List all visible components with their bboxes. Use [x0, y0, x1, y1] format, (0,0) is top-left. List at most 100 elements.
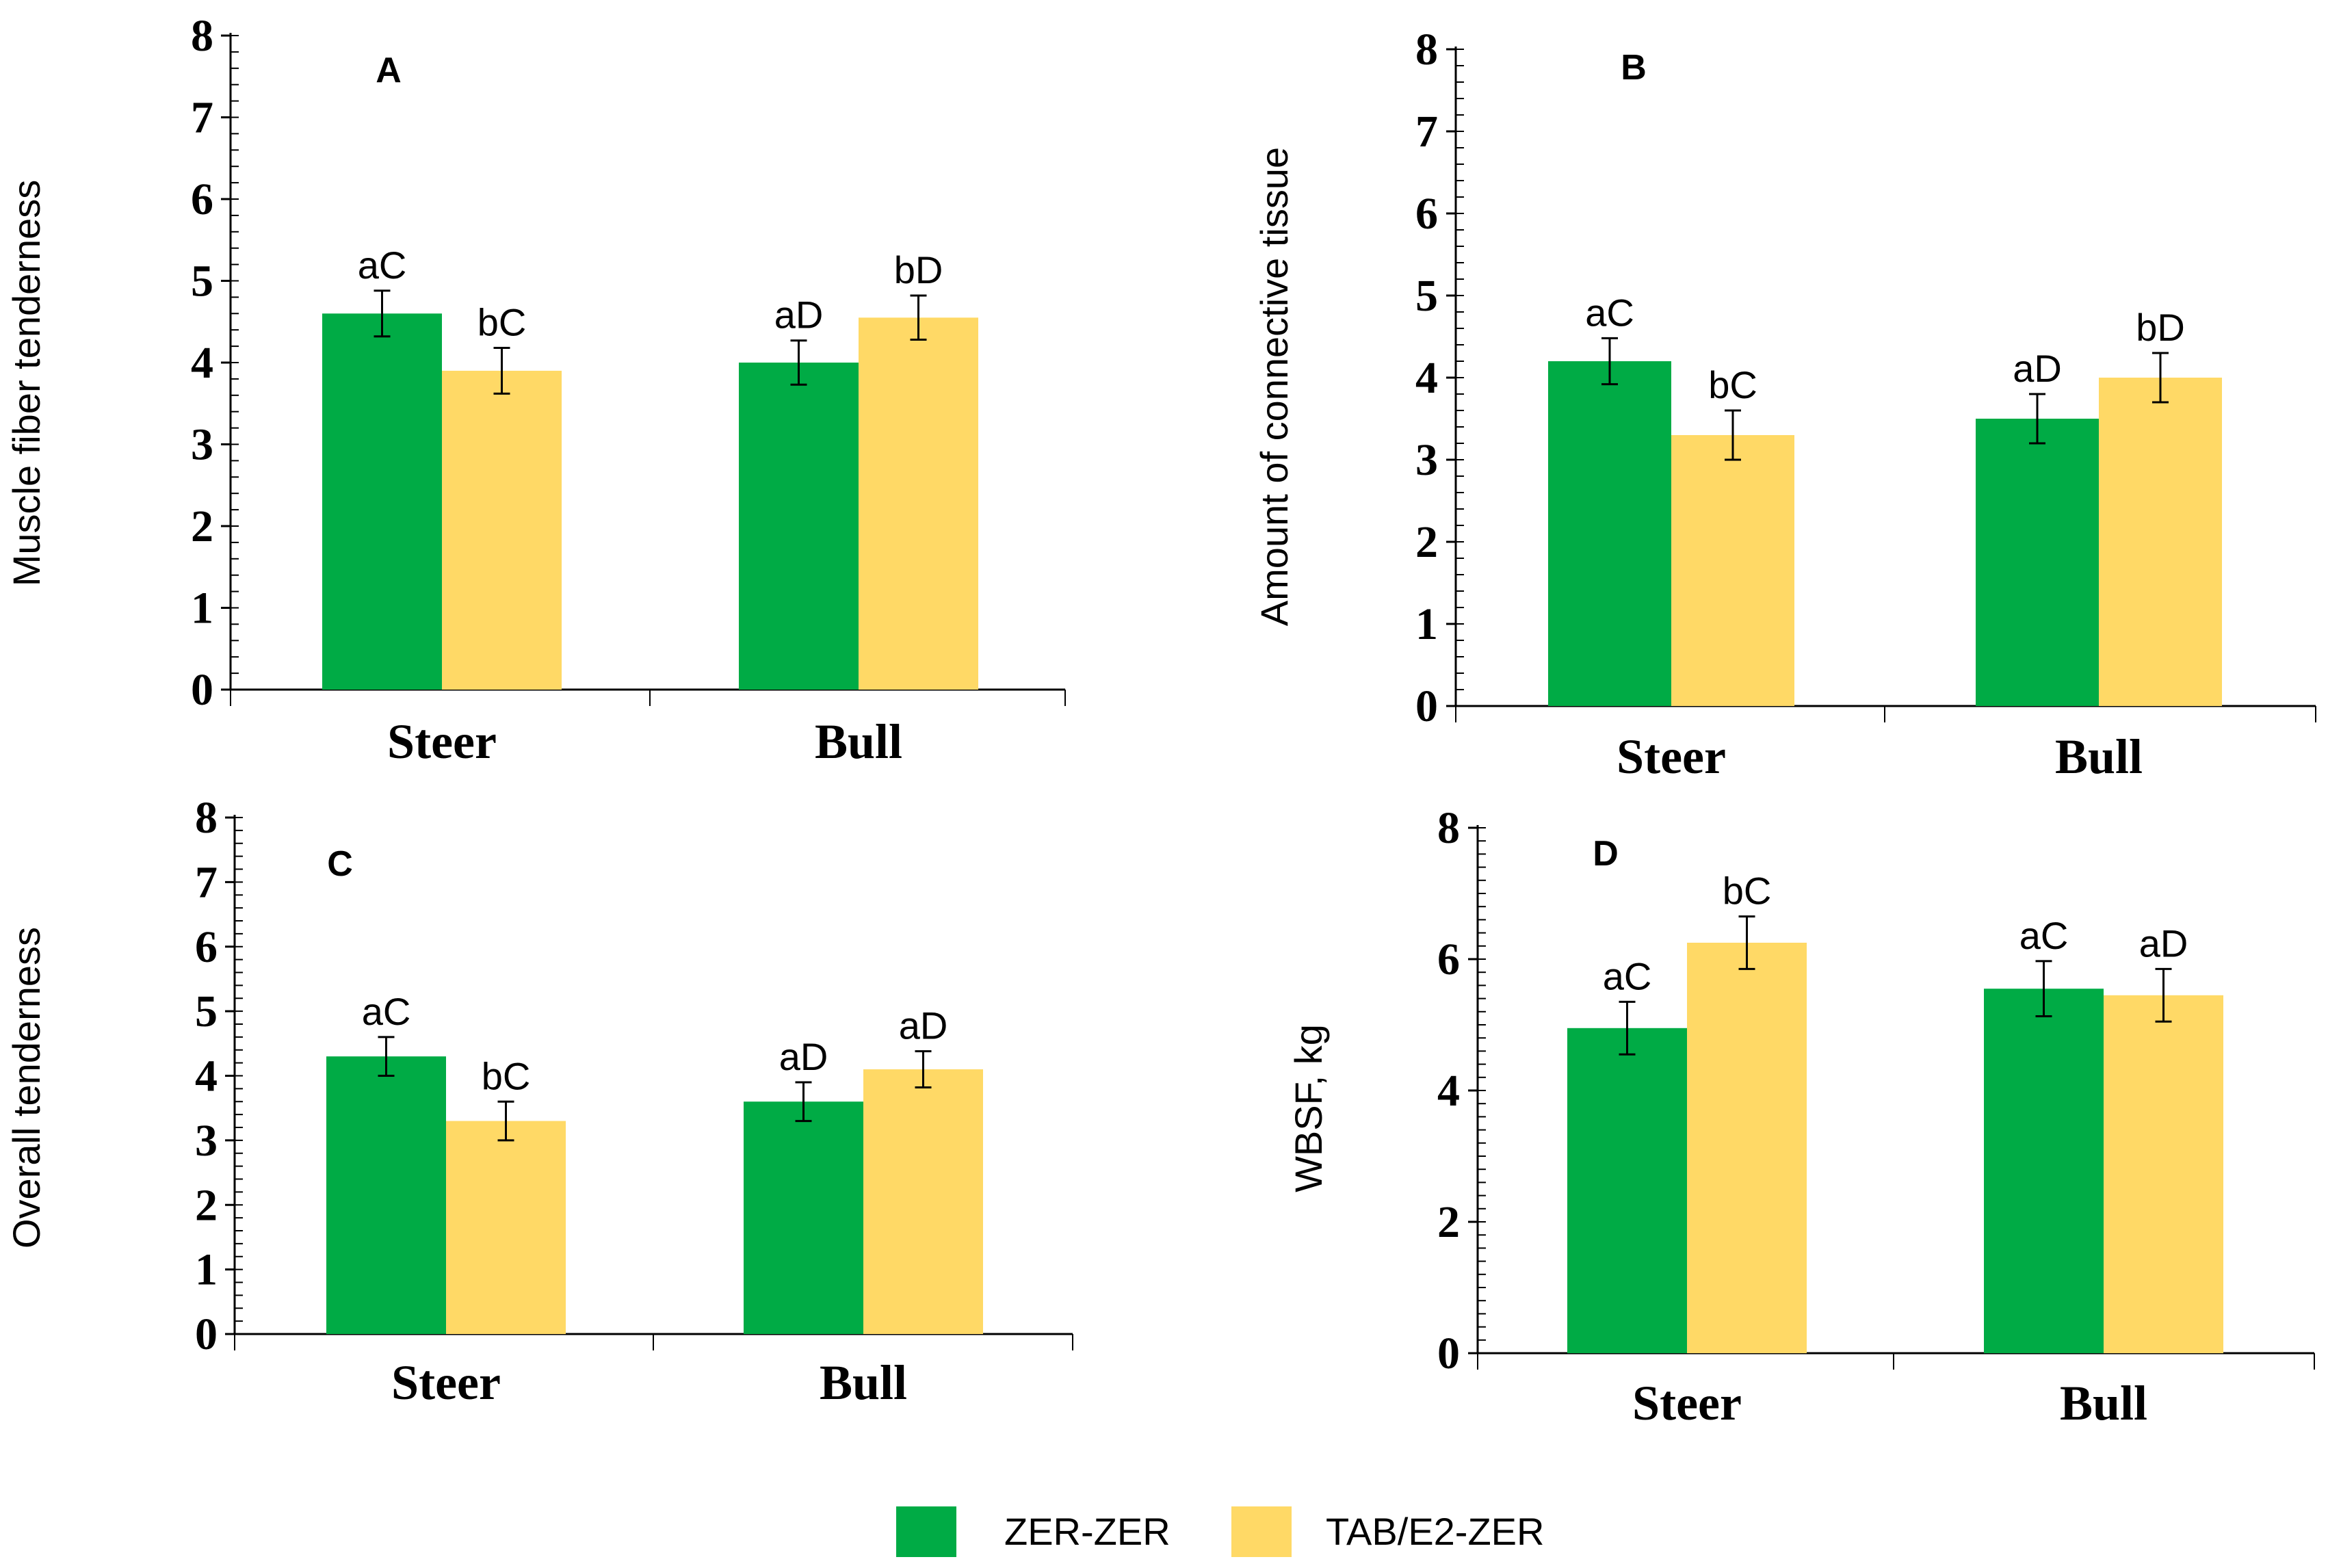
y-tick-label: 4	[1415, 353, 1438, 403]
error-bar	[1601, 337, 1618, 386]
panel-letter: D	[1593, 834, 1619, 874]
error-bar	[2029, 393, 2045, 445]
error-bar	[497, 1100, 514, 1142]
y-tick-label: 1	[191, 584, 213, 633]
y-axis-label: Overall tenderness	[5, 927, 48, 1249]
x-category-label: Steer	[391, 1355, 501, 1410]
y-tick-label: 6	[191, 174, 213, 224]
error-bar	[1619, 1000, 1636, 1056]
chart-panel-a: 0 1 2 3 4 5 6 7 8 Muscle fiber tenderness AaC bC Ste…	[5, 11, 1066, 769]
bar-tab-e2-zer-bull	[863, 1069, 983, 1334]
y-tick-label: 7	[191, 93, 213, 143]
significance-label: aD	[779, 1035, 828, 1078]
bar-zer-zer-bull	[1984, 989, 2104, 1353]
y-tick-label: 5	[195, 986, 218, 1036]
y-tick-label: 0	[191, 665, 213, 715]
significance-label: bC	[1723, 870, 1772, 913]
chart-panel-b: 0 1 2 3 4 5 6 7 8 Amount of connective tissue BaC b…	[1253, 25, 2316, 784]
bar-zer-zer-bull	[1976, 419, 2099, 706]
y-tick-label: 2	[195, 1180, 218, 1230]
bar-tab-e2-zer-steer	[1671, 435, 1794, 706]
significance-label: bC	[482, 1054, 531, 1097]
y-tick-label: 8	[1415, 25, 1438, 75]
significance-label: aD	[2139, 922, 2188, 965]
error-bar	[2155, 967, 2172, 1023]
y-tick-label: 2	[191, 501, 213, 551]
y-tick-label: 5	[191, 257, 213, 306]
legend: ZER-ZER TAB/E2-ZER	[896, 1506, 1544, 1557]
y-tick-label: 6	[1437, 935, 1460, 984]
x-category-label: Bull	[815, 714, 902, 769]
y-tick-label: 4	[1437, 1066, 1460, 1116]
x-category-label: Bull	[820, 1355, 907, 1410]
y-tick-label: 5	[1415, 271, 1438, 321]
legend-label: ZER-ZER	[1004, 1510, 1170, 1553]
significance-label: bC	[1708, 363, 1757, 406]
bar-tab-e2-zer-steer	[442, 370, 562, 690]
x-category-label: Steer	[387, 714, 497, 769]
significance-label: aC	[2019, 914, 2069, 957]
y-tick-label: 6	[1415, 189, 1438, 239]
y-tick-label: 3	[195, 1116, 218, 1166]
y-tick-label: 0	[1415, 681, 1438, 731]
y-tick-label: 3	[1415, 435, 1438, 485]
y-axis-label: Muscle fiber tenderness	[5, 180, 48, 587]
significance-label: aD	[899, 1004, 948, 1047]
y-tick-label: 7	[195, 857, 218, 907]
panel-letter: A	[376, 51, 402, 90]
y-tick-label: 6	[195, 922, 218, 972]
x-category-label: Bull	[2060, 1376, 2147, 1430]
bar-tab-e2-zer-bull	[2104, 995, 2223, 1353]
error-bar	[2035, 960, 2052, 1018]
bar-tab-e2-zer-steer	[446, 1121, 566, 1334]
significance-label: aD	[2013, 347, 2062, 390]
y-tick-label: 0	[1437, 1329, 1460, 1378]
x-category-label: Bull	[2055, 729, 2143, 784]
y-tick-label: 8	[191, 11, 213, 61]
significance-label: aC	[1585, 291, 1634, 334]
error-bar	[795, 1081, 812, 1123]
y-tick-label: 8	[195, 793, 218, 843]
significance-label: bD	[894, 248, 943, 291]
y-tick-label: 3	[191, 420, 213, 470]
y-axis-label: WBSF, kg	[1287, 1024, 1330, 1192]
bar-tab-e2-zer-bull	[859, 317, 978, 690]
error-bar	[1725, 409, 1741, 461]
panel-letter: B	[1621, 48, 1647, 88]
significance-label: aC	[1603, 954, 1652, 997]
significance-label: aC	[362, 990, 411, 1033]
y-tick-label: 8	[1437, 803, 1460, 853]
y-axis-label: Amount of connective tissue	[1253, 147, 1296, 626]
bar-zer-zer-steer	[1567, 1028, 1687, 1353]
bar-tab-e2-zer-bull	[2099, 378, 2222, 706]
y-tick-label: 4	[191, 338, 213, 388]
bar-tab-e2-zer-steer	[1687, 943, 1807, 1353]
error-bar	[378, 1036, 395, 1077]
panel-letter: C	[327, 844, 353, 884]
chart-panel-d: 0 2 4 6 8 WBSF, kg DaC bC Steer aC aD Bull	[1287, 803, 2315, 1430]
bar-zer-zer-steer	[326, 1056, 446, 1334]
error-bar	[915, 1050, 932, 1088]
x-category-label: Steer	[1617, 729, 1726, 784]
chart-panel-c: 0 1 2 3 4 5 6 7 8 Overall tenderness CaC bC Steer aD a…	[5, 793, 1073, 1410]
y-tick-label: 1	[1415, 599, 1438, 649]
error-bar	[374, 289, 391, 338]
significance-label: aD	[774, 293, 824, 337]
bar-zer-zer-steer	[1548, 361, 1671, 706]
y-tick-label: 1	[195, 1245, 218, 1295]
significance-label: bD	[2136, 306, 2185, 349]
bar-zer-zer-steer	[322, 313, 442, 690]
legend-swatch-zer-zer	[896, 1506, 956, 1557]
y-tick-label: 7	[1415, 107, 1438, 157]
error-bar	[1738, 915, 1755, 970]
significance-label: bC	[478, 300, 527, 343]
bar-zer-zer-bull	[744, 1101, 863, 1334]
significance-label: aC	[358, 244, 407, 287]
error-bar	[2152, 352, 2169, 404]
error-bar	[910, 294, 927, 341]
x-category-label: Steer	[1632, 1376, 1742, 1430]
error-bar	[790, 339, 807, 386]
y-tick-label: 4	[195, 1051, 218, 1101]
bar-zer-zer-bull	[739, 363, 859, 690]
